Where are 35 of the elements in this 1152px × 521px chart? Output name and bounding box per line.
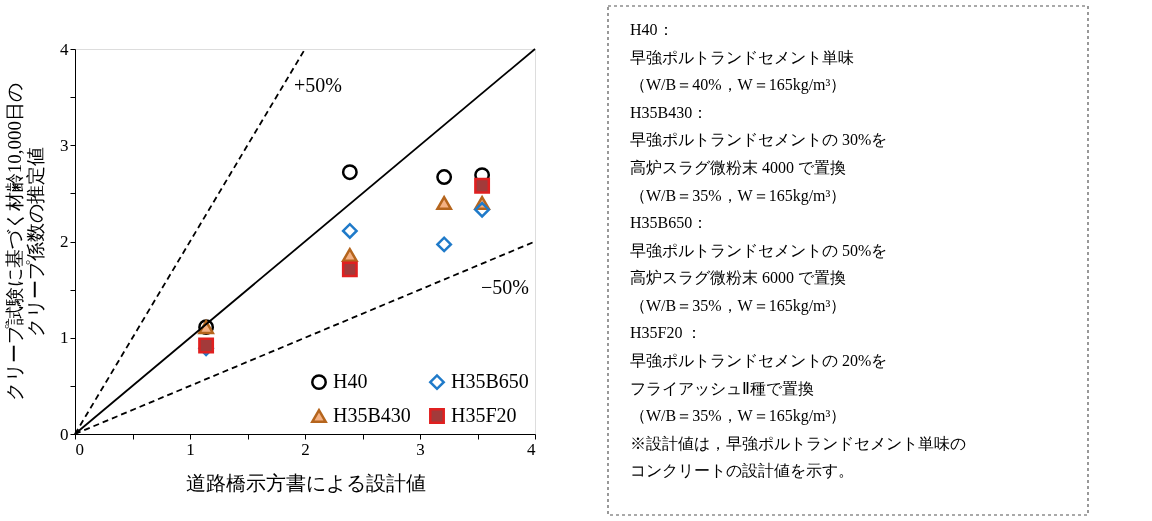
text: 高炉スラグ微粉末 6000 で置換 (630, 269, 846, 287)
x-tick-label: 4 (527, 439, 536, 459)
x-axis-title: 道路橋示方書による設計値 (185, 471, 426, 494)
text: 早強ポルトランドセメント単味 (630, 48, 854, 66)
text: （W/B＝35%，W＝165kg/m³） (630, 186, 847, 205)
x-tick-label: 1 (186, 439, 195, 459)
legend-label: H35B430 (333, 404, 411, 426)
text: 高炉スラグ微粉末 4000 で置換 (630, 158, 846, 176)
y-tick-label: 1 (60, 328, 69, 348)
annotation: −50% (481, 275, 529, 298)
text: （W/B＝35%，W＝165kg/m³） (630, 296, 847, 315)
text: 早強ポルトランドセメントの 50%を (630, 241, 888, 259)
y-axis-title: クリープ試験に基づく材齢10,000日のクリープ係数の推定値 (4, 82, 46, 402)
text: フライアッシュⅡ種で置換 (630, 379, 814, 397)
text: 早強ポルトランドセメントの 20%を (630, 352, 888, 370)
legend-label: H40 (333, 370, 368, 393)
text: （W/B＝35%，W＝165kg/m³） (630, 407, 847, 426)
y-tick-label: 0 (60, 424, 69, 444)
text: 早強ポルトランドセメントの 30%を (630, 131, 888, 149)
text: H35F20 ： (630, 324, 703, 342)
text: ※設計値は，早強ポルトランドセメント単味の (630, 434, 966, 452)
annotation: +50% (294, 74, 342, 96)
text: H40： (630, 21, 674, 38)
x-tick-label: 3 (416, 439, 425, 459)
text: H35B430： (630, 103, 709, 121)
y-tick-label: 3 (60, 135, 69, 155)
x-tick-label: 2 (301, 439, 310, 459)
legend-label: H35B650 (451, 370, 529, 393)
x-tick-label: 0 (75, 439, 84, 459)
text: H35B650： (630, 214, 709, 232)
y-tick-label: 4 (60, 39, 69, 59)
y-tick-label: 2 (60, 232, 69, 251)
legend-label: H35F20 (451, 404, 517, 426)
text: （W/B＝40%，W＝165kg/m³） (630, 76, 847, 95)
text: コンクリートの設計値を示す。 (630, 462, 854, 480)
